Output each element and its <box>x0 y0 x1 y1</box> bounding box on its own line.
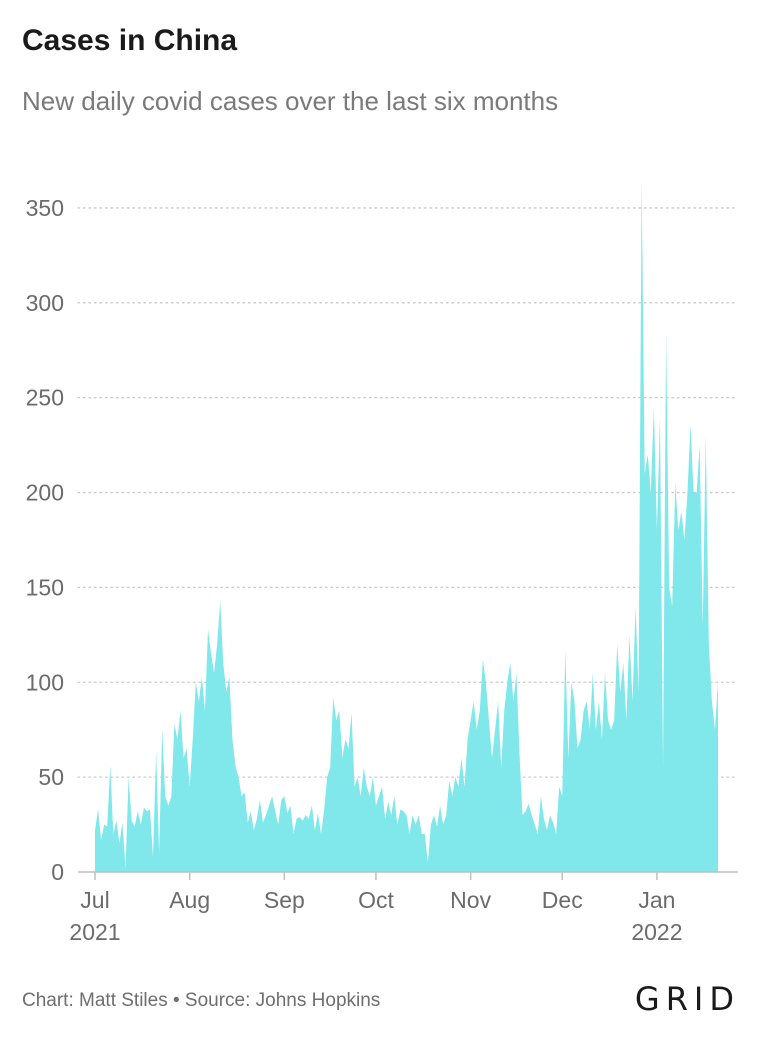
axes: 0 50 100 150 200 250 300 350 Jul 2021 Aug Sep Oct Nov… <box>26 195 738 945</box>
x-tick-label: Sep <box>264 887 305 913</box>
x-tick-label: Jan <box>638 887 675 913</box>
y-tick-label: 350 <box>26 195 64 221</box>
y-tick-label: 100 <box>26 669 64 695</box>
y-tick-label: 300 <box>26 290 64 316</box>
area-series <box>95 179 718 873</box>
x-tick-year-label: 2021 <box>69 919 120 945</box>
grid-logo: GRID <box>634 980 740 1018</box>
x-tick-year-label: 2022 <box>631 919 682 945</box>
source-credit: Chart: Matt Stiles • Source: Johns Hopki… <box>22 990 381 1011</box>
x-tick-label: Jul <box>80 887 109 913</box>
y-tick-label: 250 <box>26 385 64 411</box>
y-tick-label: 150 <box>26 574 64 600</box>
x-tick-label: Dec <box>542 887 583 913</box>
y-tick-label: 200 <box>26 480 64 506</box>
y-tick-label: 50 <box>38 764 64 790</box>
chart-title: Cases in China <box>22 24 238 57</box>
area-chart: 0 50 100 150 200 250 300 350 Jul 2021 Aug Sep Oct Nov… <box>26 179 739 945</box>
cases-area <box>95 179 718 873</box>
x-tick-label: Nov <box>450 887 491 913</box>
x-tick-label: Oct <box>358 887 394 913</box>
y-tick-label: 0 <box>51 859 64 885</box>
x-tick-label: Aug <box>169 887 210 913</box>
chart-subtitle: New daily covid cases over the last six … <box>22 86 559 116</box>
gridlines <box>77 207 739 778</box>
